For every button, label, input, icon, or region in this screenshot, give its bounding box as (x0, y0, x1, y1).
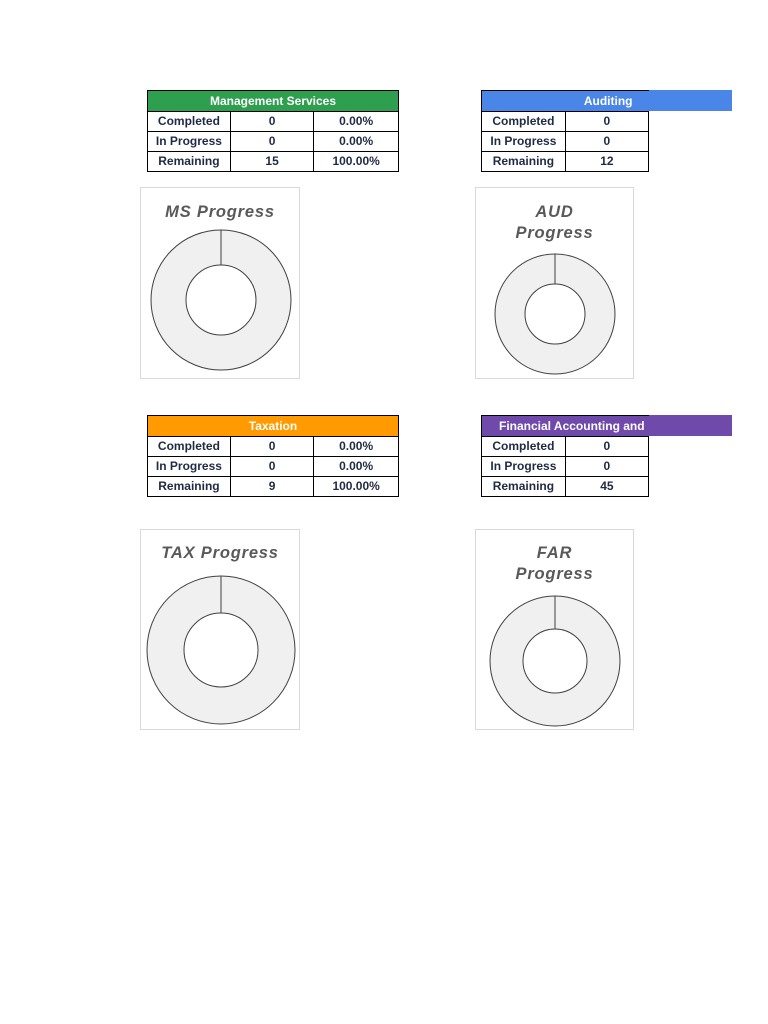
row-label: In Progress (147, 456, 231, 477)
ms-table-header: Management Services (147, 90, 399, 112)
donut-slice-remaining (489, 595, 621, 727)
row-percent: 0.00% (313, 456, 399, 477)
row-count: 0 (564, 111, 650, 132)
table-row: Completed 0 0.00% (147, 436, 399, 457)
row-label: Completed (481, 111, 566, 132)
row-label: Completed (147, 111, 231, 132)
donut-slice-remaining (150, 229, 292, 371)
tax-summary-table: Taxation Completed 0 0.00% In Progress 0… (147, 415, 399, 497)
ms-donut (150, 229, 292, 371)
chart-title-line: TAX Progress (161, 544, 279, 562)
tax-donut (146, 575, 296, 725)
row-count: 0 (229, 111, 315, 132)
tax-progress-chart: TAX Progress (140, 529, 300, 730)
chart-title: MS Progress (141, 202, 299, 223)
row-count: 0 (564, 131, 650, 152)
far-summary-table: Financial Accounting and Completed 0 In … (481, 415, 650, 497)
row-count: 0 (229, 456, 315, 477)
far-table-header: Financial Accounting and (481, 415, 649, 437)
chart-title-line: AUD (535, 203, 574, 221)
row-label: Remaining (481, 476, 566, 497)
row-percent: 0.00% (313, 111, 399, 132)
row-label: In Progress (481, 131, 566, 152)
chart-title: AUD Progress (476, 202, 633, 244)
row-percent: 100.00% (313, 151, 399, 172)
row-count: 0 (229, 131, 315, 152)
row-count: 0 (564, 456, 650, 477)
ms-summary-table: Management Services Completed 0 0.00% In… (147, 90, 399, 172)
table-row: Remaining 12 (481, 151, 650, 172)
row-label: Remaining (481, 151, 566, 172)
row-label: In Progress (147, 131, 231, 152)
row-label: Remaining (147, 151, 231, 172)
aud-summary-table: Auditing Completed 0 In Progress 0 Remai… (481, 90, 650, 172)
row-label: Remaining (147, 476, 231, 497)
row-label: Completed (147, 436, 231, 457)
table-row: Remaining 45 (481, 476, 650, 497)
aud-progress-chart: AUD Progress (475, 187, 634, 379)
table-row: Remaining 9 100.00% (147, 476, 399, 497)
row-count: 12 (564, 151, 650, 172)
chart-title-line: FAR (536, 544, 573, 562)
row-count: 15 (229, 151, 315, 172)
row-label: Completed (481, 436, 566, 457)
table-row: In Progress 0 0.00% (147, 131, 399, 152)
chart-title-line: Progress (515, 565, 594, 583)
row-label: In Progress (481, 456, 566, 477)
row-count: 0 (229, 436, 315, 457)
row-percent: 0.00% (313, 436, 399, 457)
chart-title-line: MS Progress (165, 203, 275, 221)
row-count: 0 (564, 436, 650, 457)
table-row: In Progress 0 (481, 456, 650, 477)
donut-slice-remaining (494, 253, 616, 375)
far-header-extension (648, 415, 732, 436)
tax-table-header: Taxation (147, 415, 399, 437)
table-row: Completed 0 (481, 436, 650, 457)
row-percent: 0.00% (313, 131, 399, 152)
row-percent: 100.00% (313, 476, 399, 497)
aud-donut (494, 253, 616, 375)
table-row: In Progress 0 (481, 131, 650, 152)
far-progress-chart: FAR Progress (475, 529, 634, 730)
far-donut (489, 595, 621, 727)
ms-progress-chart: MS Progress (140, 187, 300, 379)
aud-header-extension (648, 90, 732, 111)
table-row: In Progress 0 0.00% (147, 456, 399, 477)
chart-title: FAR Progress (476, 543, 633, 585)
row-count: 9 (229, 476, 315, 497)
aud-table-header: Auditing (481, 90, 649, 112)
table-row: Completed 0 0.00% (147, 111, 399, 132)
table-row: Completed 0 (481, 111, 650, 132)
chart-title-line: Progress (515, 224, 594, 242)
table-row: Remaining 15 100.00% (147, 151, 399, 172)
donut-slice-remaining (146, 575, 296, 725)
chart-title: TAX Progress (141, 543, 299, 564)
row-count: 45 (564, 476, 650, 497)
